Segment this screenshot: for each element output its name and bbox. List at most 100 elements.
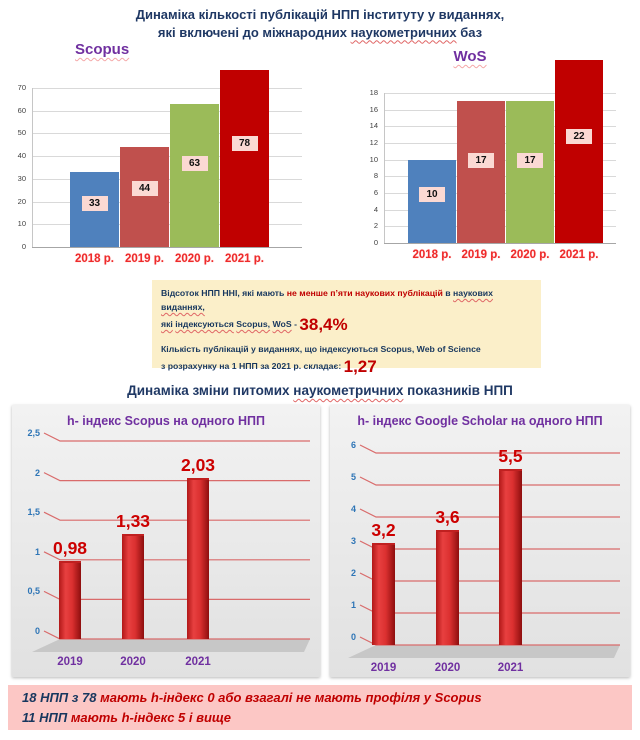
y-axis-tick-label: 2 bbox=[373, 221, 378, 231]
text-segment: Динаміка кількості публікацій НПП інстит… bbox=[135, 7, 505, 22]
section-title: Динаміка зміни питомих наукометричних по… bbox=[0, 383, 640, 398]
bar bbox=[436, 529, 459, 645]
text-segment: Відсоток НПП ННІ, які мають bbox=[161, 288, 287, 298]
main-title-line-2: які включені до міжнародних наукометричн… bbox=[0, 24, 640, 42]
bar-value-label: 0,98 bbox=[52, 538, 88, 559]
h-index-scopus-chart-title: h- індекс Scopus на одного НПП bbox=[66, 414, 266, 428]
infobox-line: Відсоток НПП ННІ, які мають не менше п’я… bbox=[161, 286, 532, 314]
text-segment: Динаміка зміни питомих bbox=[127, 383, 294, 398]
text-segment: WoS bbox=[272, 319, 292, 329]
bar-value-label: 63 bbox=[181, 156, 208, 171]
y-axis-tick-label: 4 bbox=[350, 504, 356, 514]
bar-value-label: 10 bbox=[419, 186, 445, 202]
x-axis-category-label: 2018 р. bbox=[412, 249, 452, 261]
gridline bbox=[32, 247, 302, 248]
bar-value-label: 44 bbox=[131, 181, 158, 197]
bar-value-label: 78 bbox=[231, 136, 258, 152]
y-axis-line bbox=[384, 93, 385, 243]
y-axis-tick-label: 10 bbox=[369, 154, 378, 164]
y-axis-tick-label: 1,5 bbox=[27, 507, 40, 518]
bar-value-label: 3,6 bbox=[435, 506, 460, 527]
bar bbox=[120, 147, 169, 247]
x-axis-category-label: 2019 р. bbox=[461, 249, 501, 261]
text-segment: індексуються bbox=[175, 319, 234, 329]
text-segment: наукометричних bbox=[293, 383, 404, 398]
x-axis-category-label: 2019 р. bbox=[125, 253, 164, 265]
bar bbox=[122, 533, 144, 639]
x-axis-category-label: 2018 р. bbox=[75, 253, 114, 265]
y-axis-tick-label: 0 bbox=[21, 242, 26, 251]
bar-value-label: 3,2 bbox=[371, 519, 396, 540]
wos-chart-label: WoS bbox=[453, 48, 487, 65]
text-segment: показників НПП bbox=[403, 383, 513, 398]
chart-grid-svg bbox=[32, 432, 310, 652]
y-axis-tick-label: 1 bbox=[350, 600, 356, 610]
infobox-line: з розрахунку на 1 НПП за 2021 р. складає… bbox=[161, 356, 532, 377]
text-segment: Кількість публікацій у виданнях, що інде… bbox=[161, 344, 481, 354]
y-axis-line bbox=[32, 88, 33, 247]
y-axis-tick-label: 12 bbox=[369, 138, 378, 147]
wos-bar-chart: 0 2 4 6 8 10 12 14 16 18 10 2018 р. 17 2019 р. 17 2020 … bbox=[332, 59, 634, 276]
bar-value-label: 22 bbox=[566, 128, 592, 144]
y-axis-tick-label: 0,5 bbox=[27, 586, 40, 597]
x-axis-category-label: 2021 р. bbox=[225, 253, 264, 265]
y-axis-tick-label: 1 bbox=[34, 546, 40, 557]
summary-line: 18 НПП з 78 мають h-індекс 0 або взагалі… bbox=[22, 688, 632, 708]
y-axis-tick-label: 5 bbox=[350, 472, 356, 482]
bar bbox=[506, 101, 554, 243]
text-segment: 11 НПП bbox=[22, 709, 71, 725]
h-index-google-scholar-chart-title: h- індекс Google Scholar на одного НПП bbox=[357, 414, 603, 428]
main-title-line-1: Динаміка кількості публікацій НПП інстит… bbox=[0, 6, 640, 24]
y-axis-tick-label: 0 bbox=[350, 632, 356, 642]
bar-value-label: 2,03 bbox=[180, 455, 216, 476]
y-axis-tick-label: 18 bbox=[369, 88, 378, 97]
gridline bbox=[32, 133, 302, 135]
text-segment: 1,27 bbox=[343, 357, 377, 376]
infobox-line: Кількість публікацій у виданнях, що інде… bbox=[161, 342, 532, 356]
x-axis-category-label: 2019 bbox=[370, 662, 397, 674]
bar bbox=[170, 103, 219, 247]
gridline bbox=[32, 88, 302, 89]
x-axis-category-label: 2020 р. bbox=[510, 249, 550, 261]
y-axis-tick-label: 0 bbox=[373, 238, 378, 247]
x-axis-category-label: 2021 bbox=[185, 656, 211, 668]
bar bbox=[372, 542, 395, 645]
text-segment: з розрахунку на 1 НПП за 2021 р. складає… bbox=[161, 361, 344, 371]
y-axis-tick-label: 16 bbox=[369, 104, 378, 114]
bar bbox=[59, 561, 81, 639]
text-segment: Scopus, bbox=[236, 319, 271, 329]
x-axis-category-label: 2020 bbox=[434, 662, 461, 674]
h-index-google-scholar-chart: h- індекс Google Scholar на одного НПП 0… bbox=[330, 405, 630, 677]
summary-textbox: 18 НПП з 78 мають h-індекс 0 або взагалі… bbox=[8, 685, 632, 730]
gridline bbox=[32, 110, 302, 112]
text-segment: наукових bbox=[453, 288, 493, 298]
bar-value-label: 17 bbox=[468, 152, 494, 168]
text-segment: які bbox=[161, 319, 173, 329]
y-axis-tick-label: 50 bbox=[17, 128, 26, 138]
bar-value-label: 1,33 bbox=[115, 510, 151, 531]
y-axis-tick-label: 70 bbox=[17, 83, 26, 92]
text-segment: мають h-індекс 5 і вище bbox=[70, 709, 231, 725]
x-axis-category-label: 2020 bbox=[120, 656, 146, 668]
text-segment: які включені до міжнародних bbox=[157, 24, 351, 40]
scopus-bar-chart: 0 10 20 30 40 50 60 70 33 2018 р. 44 2019 р. 63 2020 … bbox=[8, 62, 314, 274]
x-axis-category-label: 2020 р. bbox=[175, 253, 214, 265]
main-title: Динаміка кількості публікацій НПП інстит… bbox=[0, 6, 640, 41]
text-segment: виданнях, bbox=[161, 302, 205, 312]
bar bbox=[187, 478, 209, 639]
y-axis-tick-label: 20 bbox=[17, 196, 26, 206]
x-axis-category-label: 2021 р. bbox=[559, 249, 599, 261]
y-axis-tick-label: 2 bbox=[34, 467, 40, 478]
bar-value-label: 17 bbox=[517, 152, 543, 168]
y-axis-tick-label: 3 bbox=[350, 536, 356, 546]
text-segment: 18 НПП з 78 bbox=[22, 690, 101, 705]
y-axis-tick-label: 2,5 bbox=[27, 428, 40, 438]
x-axis-category-label: 2019 bbox=[57, 656, 83, 668]
y-axis-tick-label: 30 bbox=[17, 173, 26, 183]
y-axis-tick-label: 4 bbox=[373, 204, 378, 214]
y-axis-tick-label: 2 bbox=[350, 568, 356, 578]
text-segment: в bbox=[442, 288, 453, 298]
statistics-infobox: Відсоток НПП ННІ, які мають не менше п’я… bbox=[152, 280, 541, 376]
bar bbox=[555, 59, 603, 243]
